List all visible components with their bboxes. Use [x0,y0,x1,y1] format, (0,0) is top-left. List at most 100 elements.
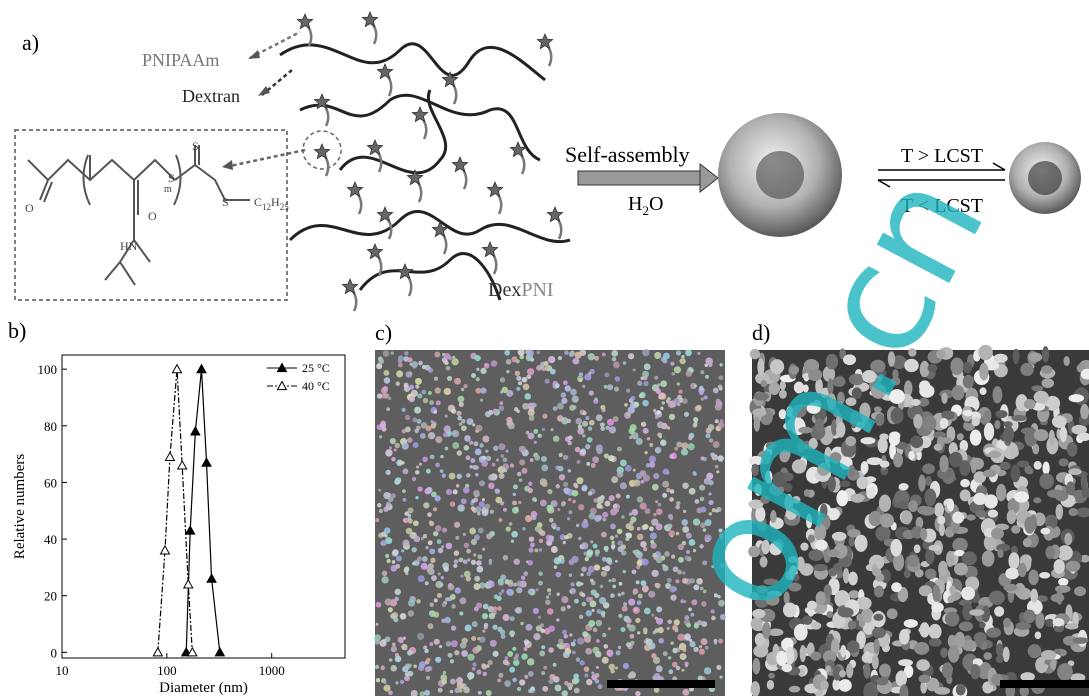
grain [752,658,760,675]
grain [1045,546,1055,559]
grain [848,572,858,586]
grain [504,350,510,356]
grain [941,393,947,404]
grain [635,618,640,623]
grain [957,433,964,440]
grain [568,510,572,514]
grain [538,434,542,438]
grain [703,589,707,593]
grain [409,363,412,366]
grain [404,511,409,516]
grain [678,389,682,393]
grain [494,488,498,492]
grain [654,376,658,380]
grain [459,402,464,407]
grain [585,557,589,561]
grain [532,497,537,502]
grain [637,534,644,541]
h2o-part: O [649,193,663,215]
grain [1064,533,1072,546]
grain [608,627,611,630]
grain [996,655,1004,663]
grain [408,610,414,616]
grain [469,465,473,469]
grain [377,503,381,507]
grain [404,383,409,388]
grain [602,633,606,637]
grain [628,353,634,359]
grain [674,447,678,451]
grain [561,596,568,603]
grain [482,629,485,632]
grain [513,484,518,489]
grain [923,416,936,431]
grain [434,352,440,358]
grain [426,469,431,474]
grain [405,673,408,676]
grain [486,690,492,696]
grain [662,401,665,404]
grain [398,461,402,465]
grain [464,543,469,548]
y-tick-label: 20 [44,589,57,604]
grain [947,595,954,603]
grain [624,403,628,407]
grain [895,670,907,686]
grain [445,361,449,365]
grain [704,395,708,399]
grain [898,659,913,666]
grain [533,608,539,614]
grain [624,688,627,691]
grain [435,463,440,468]
grain [429,612,433,616]
grain [675,579,679,583]
grain [655,447,662,454]
grain [593,498,597,502]
grain [392,643,396,647]
grain [596,639,600,643]
grain [421,537,424,540]
scale-bar [607,680,715,688]
grain [593,628,598,633]
grain [433,531,438,536]
grain [401,408,405,412]
grain [620,482,627,489]
grain [524,675,528,679]
grain [626,642,631,647]
grain [519,679,525,685]
grain [1073,637,1089,644]
grain [954,632,965,648]
grain [615,560,618,563]
grain [528,671,534,677]
grain [628,624,635,631]
grain [624,412,631,419]
grain [522,403,529,410]
formula-part: 25 [280,202,290,212]
grain [413,442,419,448]
grain [519,459,525,465]
grain [612,357,617,362]
grain [413,520,419,526]
grain [525,515,532,522]
grain [530,543,535,548]
grain [428,540,433,545]
grain [427,512,432,517]
grain [450,679,456,685]
grain [623,361,627,365]
grain [1023,538,1032,547]
grain [642,585,649,592]
grain [591,671,594,674]
grain [996,484,1006,501]
grain [986,628,1001,638]
grain [477,566,484,573]
grain [465,624,472,631]
grain [467,654,474,661]
grain [510,463,514,467]
grain [581,567,586,572]
grain [578,504,584,510]
grain [393,617,398,622]
grain [512,501,517,506]
grain [649,527,654,532]
grain [420,433,426,439]
grain [488,483,494,489]
